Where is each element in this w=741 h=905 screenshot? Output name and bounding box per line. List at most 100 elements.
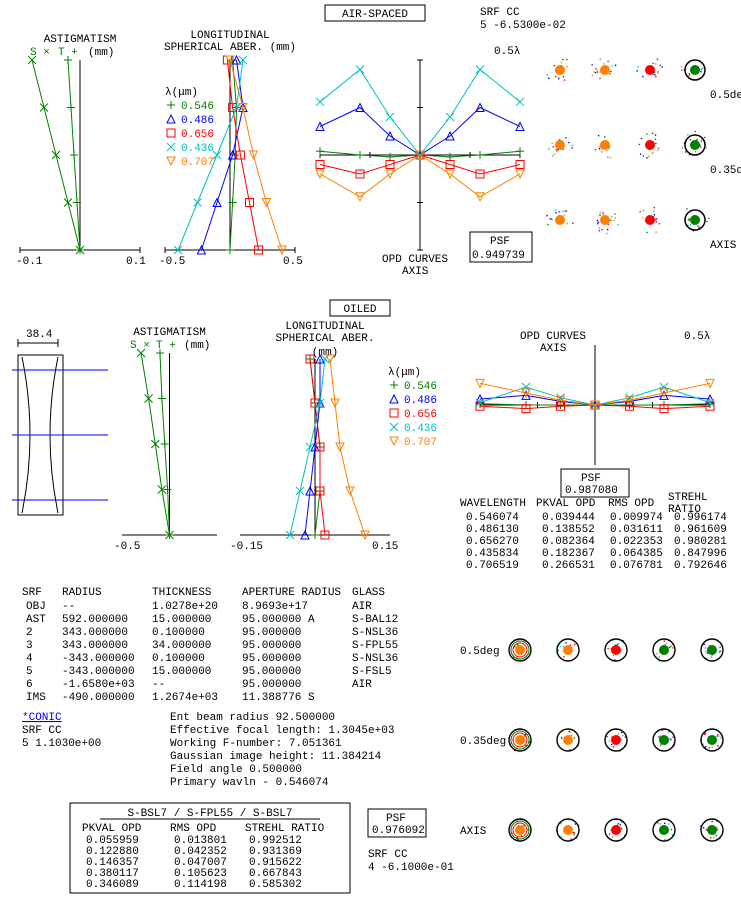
svg-text:S-FPL55: S-FPL55 bbox=[352, 640, 398, 652]
svg-text:0.35deg: 0.35deg bbox=[460, 736, 506, 748]
svg-text:AST: AST bbox=[26, 614, 46, 626]
svg-text:0.35deg: 0.35deg bbox=[710, 165, 741, 177]
svg-text:0.082364: 0.082364 bbox=[542, 536, 595, 548]
svg-text:OPD CURVES: OPD CURVES bbox=[382, 254, 448, 266]
svg-text:--: -- bbox=[152, 679, 165, 691]
svg-text:SRF CC: SRF CC bbox=[368, 849, 408, 861]
svg-text:OILED: OILED bbox=[343, 304, 376, 316]
svg-text:SRF: SRF bbox=[22, 587, 42, 599]
svg-text:0.100000: 0.100000 bbox=[152, 627, 205, 639]
svg-text:λ(μm): λ(μm) bbox=[388, 367, 421, 379]
svg-text:GLASS: GLASS bbox=[352, 587, 385, 599]
svg-text:-0.5: -0.5 bbox=[159, 256, 185, 268]
svg-text:15.000000: 15.000000 bbox=[152, 666, 211, 678]
svg-text:0.486: 0.486 bbox=[181, 115, 214, 127]
svg-text:0.022353: 0.022353 bbox=[610, 536, 663, 548]
svg-text:LONGITUDINAL: LONGITUDINAL bbox=[285, 321, 364, 333]
svg-text:STREHL RATIO: STREHL RATIO bbox=[245, 823, 325, 835]
svg-text:LONGITUDINAL: LONGITUDINAL bbox=[190, 30, 269, 42]
svg-text:Primary wavln - 0.546074: Primary wavln - 0.546074 bbox=[170, 777, 329, 789]
svg-text:5 1.1030e+00: 5 1.1030e+00 bbox=[22, 738, 101, 750]
svg-text:S-FSL5: S-FSL5 bbox=[352, 666, 392, 678]
svg-text:THICKNESS: THICKNESS bbox=[152, 587, 212, 599]
svg-text:OBJ: OBJ bbox=[26, 601, 46, 613]
svg-text:λ(μm): λ(μm) bbox=[165, 87, 198, 99]
svg-text:0.114198: 0.114198 bbox=[174, 879, 227, 891]
svg-text:5 -6.5300e-02: 5 -6.5300e-02 bbox=[480, 20, 566, 32]
svg-text:0.039444: 0.039444 bbox=[542, 512, 595, 524]
svg-text:AIR: AIR bbox=[352, 679, 372, 691]
svg-text:0.435834: 0.435834 bbox=[466, 548, 519, 560]
svg-text:0.182367: 0.182367 bbox=[542, 548, 595, 560]
svg-text:0.5λ: 0.5λ bbox=[494, 46, 520, 58]
svg-text:AIR-SPACED: AIR-SPACED bbox=[342, 9, 408, 21]
svg-text:3: 3 bbox=[26, 640, 33, 652]
svg-text:SRF CC: SRF CC bbox=[22, 725, 62, 737]
svg-text:0.009974: 0.009974 bbox=[610, 512, 663, 524]
svg-text:AXIS: AXIS bbox=[710, 240, 737, 252]
svg-text:0.980281: 0.980281 bbox=[674, 536, 727, 548]
svg-text:0.656: 0.656 bbox=[404, 409, 437, 421]
svg-text:0.707: 0.707 bbox=[404, 437, 437, 449]
svg-text:95.000000: 95.000000 bbox=[242, 640, 301, 652]
svg-text:APERTURE RADIUS: APERTURE RADIUS bbox=[242, 587, 341, 599]
svg-text:95.000000: 95.000000 bbox=[242, 679, 301, 691]
svg-text:8.9693e+17: 8.9693e+17 bbox=[242, 601, 308, 613]
svg-text:AXIS: AXIS bbox=[402, 266, 429, 278]
svg-text:0.266531: 0.266531 bbox=[542, 560, 595, 572]
svg-text:-343.000000: -343.000000 bbox=[62, 666, 135, 678]
svg-text:0.436: 0.436 bbox=[181, 143, 214, 155]
svg-text:0.949739: 0.949739 bbox=[472, 250, 525, 262]
svg-text:PKVAL OPD: PKVAL OPD bbox=[82, 823, 142, 835]
svg-text:Gaussian image height: 11.38: Gaussian image height: 11.384214 bbox=[170, 751, 382, 763]
svg-text:0.706519: 0.706519 bbox=[466, 560, 519, 572]
svg-text:--: -- bbox=[62, 601, 75, 613]
svg-text:95.000000: 95.000000 bbox=[242, 627, 301, 639]
svg-text:592.000000: 592.000000 bbox=[62, 614, 128, 626]
svg-text:343.000000: 343.000000 bbox=[62, 627, 128, 639]
svg-text:-0.5: -0.5 bbox=[114, 541, 140, 553]
svg-text:0.585302: 0.585302 bbox=[249, 879, 302, 891]
svg-text:S-NSL36: S-NSL36 bbox=[352, 627, 398, 639]
svg-text:S-NSL36: S-NSL36 bbox=[352, 653, 398, 665]
svg-text:0.656: 0.656 bbox=[181, 129, 214, 141]
svg-text:0.546074: 0.546074 bbox=[466, 512, 519, 524]
svg-text:-0.1: -0.1 bbox=[16, 256, 43, 268]
svg-text:0.138552: 0.138552 bbox=[542, 524, 595, 536]
svg-text:RMS OPD: RMS OPD bbox=[608, 498, 655, 510]
svg-text:6: 6 bbox=[26, 679, 33, 691]
conic-link[interactable]: *CONIC bbox=[22, 712, 62, 724]
svg-text:SPHERICAL ABER. (mm): SPHERICAL ABER. (mm) bbox=[164, 42, 296, 54]
svg-text:-0.15: -0.15 bbox=[230, 541, 263, 553]
svg-text:95.000000 A: 95.000000 A bbox=[242, 614, 315, 626]
svg-text:0.546: 0.546 bbox=[181, 101, 214, 113]
svg-text:S-BSL7 / S-FPL55 / S-BSL7: S-BSL7 / S-FPL55 / S-BSL7 bbox=[127, 808, 292, 820]
svg-text:0.100000: 0.100000 bbox=[152, 653, 205, 665]
svg-text:0.15: 0.15 bbox=[372, 541, 398, 553]
svg-text:S-BAL12: S-BAL12 bbox=[352, 614, 398, 626]
svg-text:AXIS: AXIS bbox=[540, 343, 567, 355]
svg-text:0.847996: 0.847996 bbox=[674, 548, 727, 560]
svg-text:PSF: PSF bbox=[386, 813, 406, 825]
svg-text:WAVELENGTH: WAVELENGTH bbox=[460, 498, 526, 510]
svg-text:0.436: 0.436 bbox=[404, 423, 437, 435]
svg-text:0.486: 0.486 bbox=[404, 395, 437, 407]
svg-text:343.000000: 343.000000 bbox=[62, 640, 128, 652]
svg-text:(mm): (mm) bbox=[312, 347, 338, 359]
svg-text:0.976092: 0.976092 bbox=[372, 825, 425, 837]
svg-text:0.1: 0.1 bbox=[126, 256, 146, 268]
svg-text:38.4: 38.4 bbox=[26, 329, 53, 341]
svg-text:0.346089: 0.346089 bbox=[86, 879, 139, 891]
svg-text:0.707: 0.707 bbox=[181, 157, 214, 169]
svg-text:4: 4 bbox=[26, 653, 33, 665]
svg-text:95.000000: 95.000000 bbox=[242, 666, 301, 678]
svg-text:0.5deg: 0.5deg bbox=[460, 646, 500, 658]
svg-text:0.076781: 0.076781 bbox=[610, 560, 663, 572]
svg-text:PKVAL OPD: PKVAL OPD bbox=[536, 498, 596, 510]
svg-text:(mm): (mm) bbox=[184, 340, 210, 352]
svg-text:5: 5 bbox=[26, 666, 33, 678]
svg-text:PSF: PSF bbox=[490, 236, 510, 248]
svg-text:34.000000: 34.000000 bbox=[152, 640, 211, 652]
svg-text:S ×: S × bbox=[130, 340, 150, 352]
svg-text:T +: T + bbox=[156, 340, 176, 352]
